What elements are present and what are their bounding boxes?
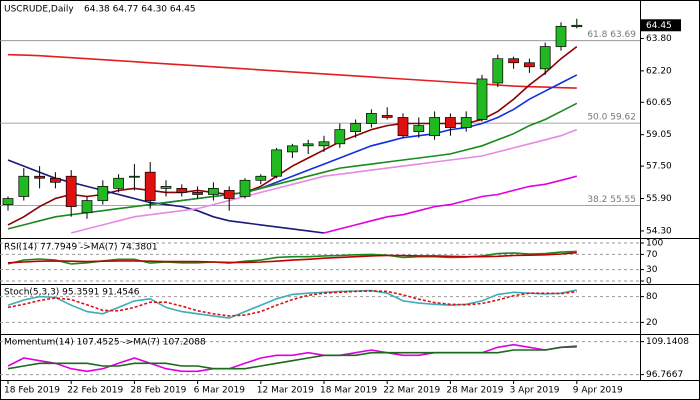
candle-body (176, 188, 188, 193)
candle-body (160, 186, 172, 189)
x-tick-label: 18 Mar 2019 (320, 386, 377, 396)
candle-body (397, 117, 409, 137)
y-tick-label: 62.20 (646, 66, 672, 76)
y-tick-label: 109.1408 (646, 337, 689, 347)
indicator-line (323, 175, 578, 234)
candle-body (271, 149, 282, 177)
candle-body (239, 179, 251, 197)
pane-title: Momentum(14) 107.4525 ->MA(7) 107.2088 (4, 338, 206, 348)
candle-body (34, 175, 45, 179)
y-tick-label: 20 (646, 318, 658, 328)
fib-label: 50.0 59.62 (587, 113, 636, 123)
candle-body (18, 175, 30, 197)
candle-body (366, 113, 377, 124)
fib-label: 61.8 63.69 (587, 30, 636, 40)
y-tick-label: 80 (646, 292, 658, 302)
candle-body (508, 58, 519, 64)
price-label: 64.45 (646, 21, 672, 31)
candle-body (539, 46, 551, 70)
pane-title: RSI(14) 77.7949 ->MA(7) 74.3801 (4, 243, 158, 253)
candle-body (192, 192, 203, 195)
indicator-line (70, 128, 578, 234)
candle-body (555, 25, 567, 47)
candle-body (334, 129, 346, 145)
candle-body (318, 141, 330, 147)
price-marker (641, 19, 681, 32)
indicator-line (7, 346, 577, 370)
candle-body (2, 198, 14, 205)
candle-body (144, 171, 156, 201)
y-tick-label: 60.65 (646, 98, 672, 108)
candle-body (255, 175, 267, 181)
candle-body (50, 177, 61, 183)
candle-body (113, 177, 124, 189)
x-tick-label: 9 Apr 2019 (573, 386, 623, 396)
candle-body (429, 117, 440, 137)
candle-body (302, 143, 314, 147)
chart-subtitle: 64.38 64.77 64.30 64.45 (84, 5, 196, 15)
candle-body (524, 62, 535, 68)
candle-body (350, 123, 361, 133)
y-tick-label: 55.90 (646, 194, 672, 204)
x-tick-label: 12 Mar 2019 (257, 386, 314, 396)
candle-body (97, 186, 109, 201)
candle-body (476, 78, 488, 120)
x-tick-label: 28 Feb 2019 (130, 386, 186, 396)
x-tick-label: 22 Mar 2019 (383, 386, 440, 396)
y-tick-label: 0 (646, 277, 652, 287)
indicator-line (7, 289, 577, 319)
candle-body (445, 117, 456, 128)
candle-body (413, 125, 425, 133)
indicator-line (7, 251, 577, 264)
y-tick-label: 54.30 (646, 226, 672, 236)
pane-title: Stoch(5,3,3) 95.3591 91.4546 (4, 288, 140, 298)
fib-label: 38.2 55.55 (587, 195, 636, 205)
candle-body (287, 145, 298, 153)
y-tick-label: 70 (646, 250, 658, 260)
indicator-line (7, 290, 577, 317)
candle-body (208, 188, 219, 195)
candle-body (460, 117, 472, 128)
candle-body (223, 190, 235, 199)
chart-title: USCRUDE,Daily (4, 5, 74, 15)
x-tick-label: 22 Feb 2019 (67, 386, 123, 396)
indicator-line (7, 102, 578, 230)
y-tick-label: 59.05 (646, 130, 672, 140)
x-tick-label: 3 Apr 2019 (510, 386, 560, 396)
y-tick-label: 96.7667 (646, 370, 683, 380)
x-tick-label: 18 Feb 2019 (4, 386, 60, 396)
x-tick-label: 6 Mar 2019 (194, 386, 246, 396)
y-tick-label: 57.50 (646, 162, 672, 172)
y-tick-label: 63.80 (646, 34, 672, 44)
x-tick-label: 28 Mar 2019 (446, 386, 503, 396)
candle-body (129, 175, 140, 178)
candle-body (381, 115, 393, 118)
candle-body (492, 58, 504, 84)
y-tick-label: 100 (646, 239, 663, 249)
y-tick-label: 30 (646, 265, 658, 275)
candle-body (65, 175, 77, 207)
candle-body (571, 24, 583, 28)
candle-body (81, 200, 93, 214)
